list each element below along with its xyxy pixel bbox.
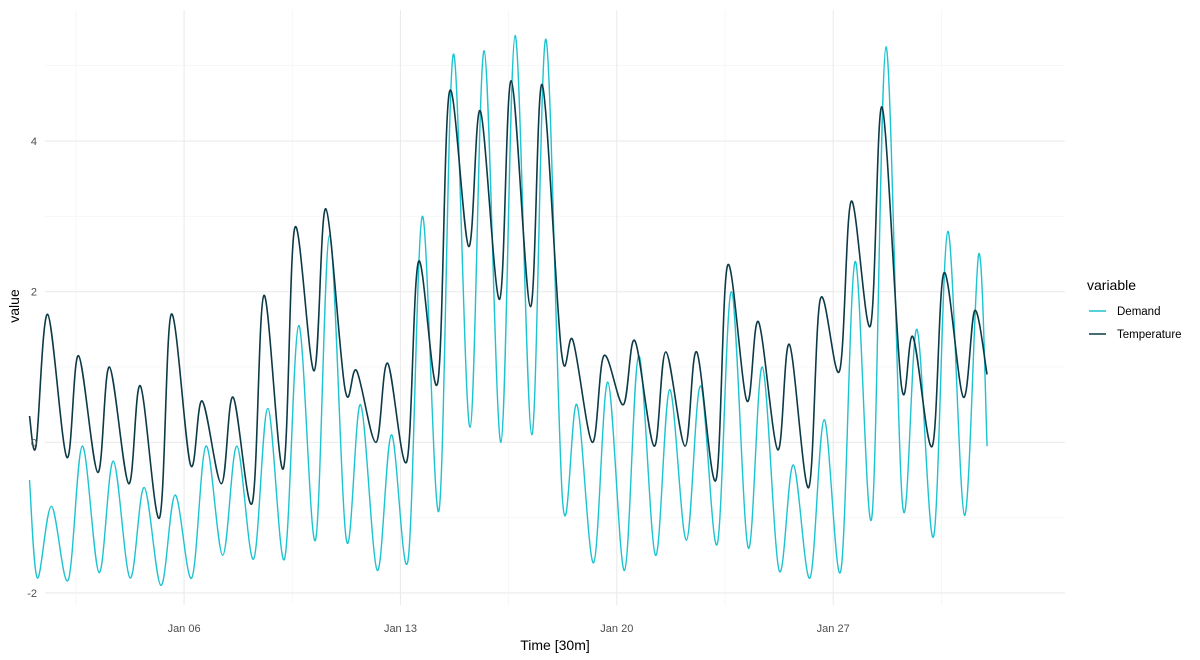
y-axis-ticks: -2 0 2 4 xyxy=(27,136,37,600)
series-line-demand xyxy=(28,34,988,587)
y-tick-label: 0 xyxy=(31,437,37,449)
y-tick-label: 4 xyxy=(31,136,37,148)
series-line-temperature xyxy=(28,79,988,519)
x-axis-title: Time [30m] xyxy=(520,637,590,653)
y-tick-label: 2 xyxy=(31,287,37,299)
x-tick-label: Jan 06 xyxy=(168,623,201,635)
legend-title: variable xyxy=(1087,277,1136,293)
x-tick-label: Jan 27 xyxy=(817,623,850,635)
series-lines xyxy=(28,34,988,587)
y-axis-title: value xyxy=(6,289,22,323)
legend-label-demand: Demand xyxy=(1117,306,1160,318)
legend-label-temperature: Temperature xyxy=(1117,329,1182,341)
x-tick-label: Jan 20 xyxy=(600,623,633,635)
x-tick-label: Jan 13 xyxy=(384,623,417,635)
y-tick-label: -2 xyxy=(27,588,37,600)
legend: variable Demand Temperature xyxy=(1087,277,1182,341)
x-axis-ticks: Jan 06 Jan 13 Jan 20 Jan 27 xyxy=(168,623,850,635)
